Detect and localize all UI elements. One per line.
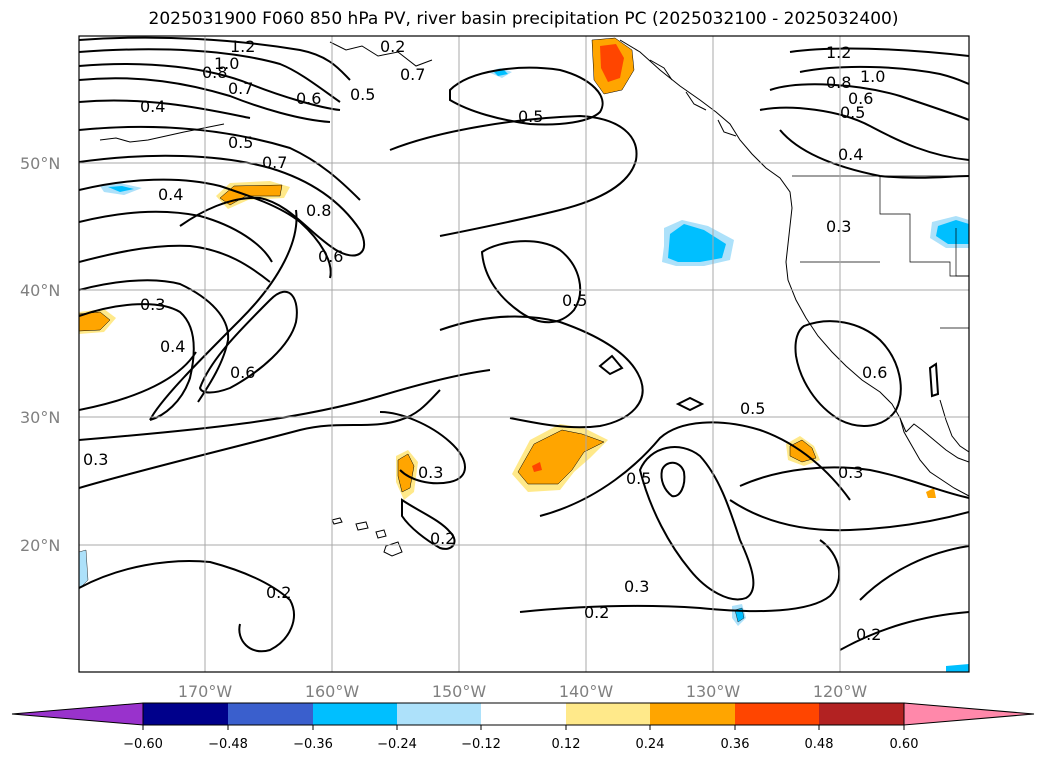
contour-label: 0.6 xyxy=(848,89,873,108)
lon-tick-label: 170°W xyxy=(178,682,233,701)
contour-label: 0.6 xyxy=(862,363,887,382)
contour-label: 0.5 xyxy=(518,107,543,126)
contour-label: 0.4 xyxy=(160,337,185,356)
colorbar-tick-label: 0.36 xyxy=(721,737,750,752)
contour-label: 0.3 xyxy=(418,463,443,482)
contour-label: 0.5 xyxy=(562,291,587,310)
lat-tick-label: 50°N xyxy=(20,154,60,173)
contour-label: 0.6 xyxy=(318,247,343,266)
contour-label: 0.5 xyxy=(626,469,651,488)
contour-label: 1.2 xyxy=(826,43,851,62)
contour-label: 0.3 xyxy=(83,450,108,469)
contour-label: 0.7 xyxy=(228,79,253,98)
colorbar-extend-right xyxy=(903,702,1035,726)
contour-label: 0.4 xyxy=(838,145,863,164)
colorbar-tick-label: −0.36 xyxy=(293,737,333,752)
colorbar-segment xyxy=(143,703,228,725)
lon-tick-label: 120°W xyxy=(813,682,868,701)
lon-tick-label: 130°W xyxy=(686,682,741,701)
colorbar-segment xyxy=(397,703,481,725)
contour-label: 0.8 xyxy=(306,201,331,220)
contour-label: 0.3 xyxy=(624,577,649,596)
colorbar-segment xyxy=(650,703,735,725)
colorbar-tick-label: 0.12 xyxy=(552,737,581,752)
colorbar-tick-label: −0.48 xyxy=(208,737,248,752)
contour-label: 0.5 xyxy=(840,103,865,122)
colorbar-tick-label: 0.24 xyxy=(636,737,665,752)
colorbar-tick-label: −0.12 xyxy=(461,737,501,752)
colorbar-tick-label: 0.60 xyxy=(890,737,919,752)
coastlines xyxy=(99,39,969,557)
contour-label: 1.2 xyxy=(230,37,255,56)
map-area xyxy=(79,36,969,672)
lon-tick-label: 150°W xyxy=(432,682,487,701)
colorbar-segment xyxy=(735,703,819,725)
lon-tick-label: 140°W xyxy=(559,682,614,701)
contour-label: 0.2 xyxy=(380,37,405,56)
contour-label: 0.2 xyxy=(584,603,609,622)
contour-label: 0.8 xyxy=(202,63,227,82)
contour-label: 0.4 xyxy=(140,97,165,116)
pv-contours xyxy=(79,36,969,653)
contour-label: 0.3 xyxy=(826,217,851,236)
contour-label: 0.2 xyxy=(856,625,881,644)
contour-label: 0.7 xyxy=(400,65,425,84)
contour-label: 1.0 xyxy=(214,54,239,73)
colorbar-segment xyxy=(313,703,397,725)
lat-tick-label: 20°N xyxy=(20,536,60,555)
colorbar: −0.60 −0.48 −0.36 −0.24 −0.12 0.12 0.24 … xyxy=(11,702,1035,752)
contour-label: 0.6 xyxy=(230,363,255,382)
graticule xyxy=(79,36,969,672)
contour-label: 0.3 xyxy=(140,295,165,314)
precip-shading xyxy=(79,37,969,672)
colorbar-tick-label: −0.24 xyxy=(377,737,417,752)
contour-label: 0.6 xyxy=(296,89,321,108)
lat-tick-label: 30°N xyxy=(20,408,60,427)
contour-label: 1.0 xyxy=(860,67,885,86)
map-title: 2025031900 F060 850 hPa PV, river basin … xyxy=(148,9,899,29)
contour-label: 0.4 xyxy=(158,185,183,204)
contour-label: 0.5 xyxy=(740,399,765,418)
contour-label: 0.2 xyxy=(430,529,455,548)
colorbar-tick-label: 0.48 xyxy=(805,737,834,752)
lon-tick-label: 160°W xyxy=(305,682,360,701)
contour-label: 0.2 xyxy=(266,583,291,602)
colorbar-segment xyxy=(481,703,566,725)
contour-labels: 1.2 1.0 0.8 0.7 0.6 0.5 0.4 0.5 0.7 0.8 … xyxy=(83,37,887,644)
lat-tick-label: 40°N xyxy=(20,281,60,300)
contour-label: 0.5 xyxy=(228,133,253,152)
contour-label: 0.5 xyxy=(350,85,375,104)
colorbar-tick-label: −0.60 xyxy=(123,737,163,752)
colorbar-segment xyxy=(566,703,650,725)
lon-axis: 170°W 160°W 150°W 140°W 130°W 120°W xyxy=(178,682,868,701)
colorbar-extend-left xyxy=(11,702,144,726)
contour-label: 0.7 xyxy=(262,153,287,172)
colorbar-segment xyxy=(819,703,904,725)
lat-axis: 50°N 40°N 30°N 20°N xyxy=(20,154,60,555)
colorbar-segment xyxy=(228,703,313,725)
contour-label: 0.8 xyxy=(826,73,851,92)
map-frame xyxy=(78,35,970,673)
contour-label: 0.3 xyxy=(838,463,863,482)
